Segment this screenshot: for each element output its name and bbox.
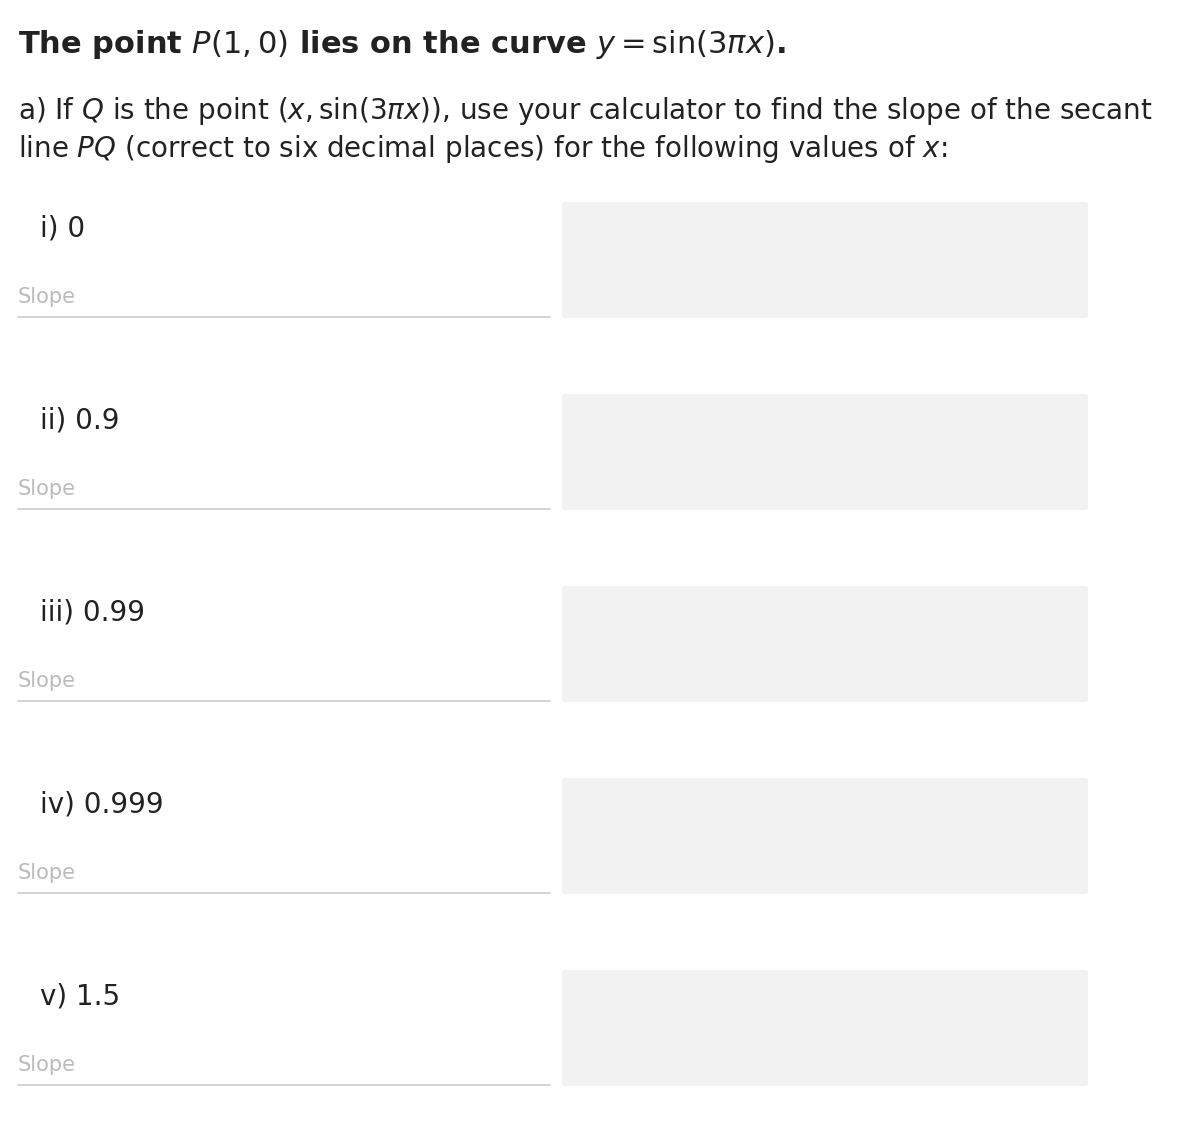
Text: iv) 0.999: iv) 0.999 [40, 791, 163, 819]
FancyBboxPatch shape [562, 202, 1088, 318]
Text: a) If $\mathit{Q}$ is the point $(x,\sin(3\pi x))$, use your calculator to find : a) If $\mathit{Q}$ is the point $(x,\sin… [18, 95, 1153, 127]
Text: v) 1.5: v) 1.5 [40, 983, 120, 1011]
FancyBboxPatch shape [562, 970, 1088, 1086]
Text: i) 0: i) 0 [40, 215, 85, 243]
Text: line $\mathit{PQ}$ (correct to six decimal places) for the following values of $: line $\mathit{PQ}$ (correct to six decim… [18, 133, 947, 165]
Text: Slope: Slope [18, 1055, 76, 1075]
FancyBboxPatch shape [562, 586, 1088, 702]
Text: Slope: Slope [18, 671, 76, 692]
FancyBboxPatch shape [562, 777, 1088, 894]
Text: ii) 0.9: ii) 0.9 [40, 407, 120, 435]
Text: iii) 0.99: iii) 0.99 [40, 599, 145, 627]
FancyBboxPatch shape [562, 394, 1088, 510]
Text: Slope: Slope [18, 479, 76, 499]
Text: The point $\mathit{P}(1,0)$ lies on the curve $y = \sin(3\pi x)$.: The point $\mathit{P}(1,0)$ lies on the … [18, 28, 786, 61]
Text: Slope: Slope [18, 287, 76, 307]
Text: Slope: Slope [18, 863, 76, 883]
